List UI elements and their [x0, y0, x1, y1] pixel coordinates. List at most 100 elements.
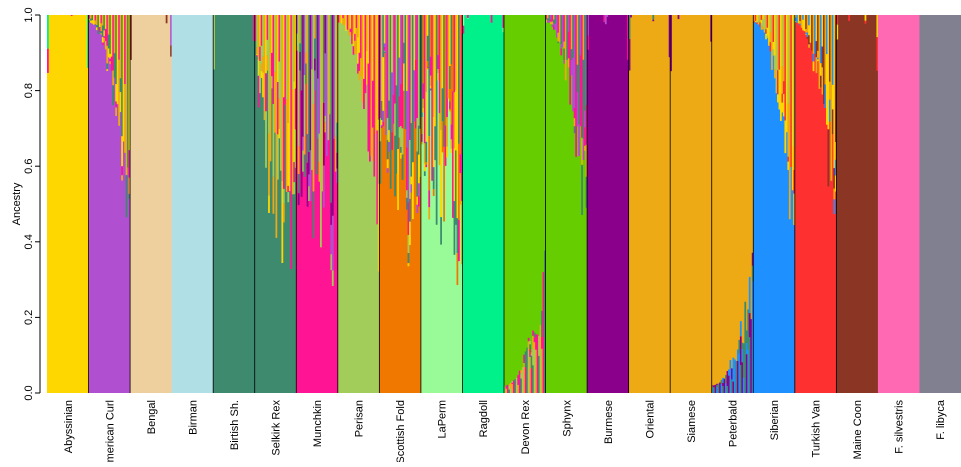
admixture-strip [628, 15, 631, 40]
admixture-strip [455, 15, 457, 91]
admixture-strip [817, 57, 819, 60]
admixture-strip [367, 63, 370, 152]
population-group-munchkin [296, 15, 339, 393]
admixture-strip [824, 15, 827, 85]
admixture-strip [417, 125, 420, 155]
admixture-strip [560, 44, 563, 49]
ancestry-block [213, 15, 256, 393]
admixture-strip [782, 81, 785, 95]
admixture-strip [256, 15, 258, 48]
admixture-strip [466, 18, 469, 19]
admixture-strip [584, 145, 586, 151]
admixture-strip [466, 15, 469, 19]
admixture-strip [775, 15, 778, 94]
admixture-strip [339, 15, 342, 23]
admixture-strip [578, 124, 580, 156]
admixture-strip [426, 67, 429, 70]
admixture-strip [719, 382, 721, 393]
admixture-strip [327, 15, 330, 141]
admixture-strip [374, 15, 377, 135]
population-group-american-curl [88, 15, 131, 393]
admixture-strip [799, 21, 802, 24]
admixture-strip [760, 19, 763, 24]
admixture-strip [379, 118, 382, 142]
admixture-strip [757, 23, 760, 25]
ancestry-bars [47, 15, 961, 393]
admixture-strip [377, 119, 380, 185]
admixture-strip [112, 15, 115, 71]
admixture-strip [382, 15, 385, 58]
admixture-strip [508, 384, 511, 386]
admixture-strip [93, 15, 95, 25]
admixture-strip [515, 377, 518, 393]
admixture-strip [420, 133, 423, 142]
admixture-strip [88, 15, 91, 19]
admixture-strip [121, 166, 123, 176]
admixture-strip [260, 15, 263, 46]
admixture-strip [47, 15, 49, 49]
admixture-strip [324, 15, 327, 54]
admixture-strip [425, 92, 428, 142]
admixture-strip [358, 52, 361, 71]
admixture-strip [103, 15, 106, 31]
admixture-strip [514, 379, 517, 393]
admixture-strip [511, 382, 514, 384]
admixture-strip [432, 167, 435, 190]
admixture-strip [287, 123, 290, 186]
admixture-strip [828, 15, 831, 82]
population-group-burmese [587, 15, 630, 393]
admixture-strip [790, 15, 793, 168]
admixture-strip [444, 15, 447, 126]
admixture-strip [406, 15, 408, 92]
admixture-strip [165, 15, 168, 24]
admixture-strip [403, 42, 405, 64]
admixture-strip [420, 117, 423, 134]
population-group-turkish-van [794, 15, 837, 393]
admixture-strip [386, 140, 389, 160]
admixture-strip [760, 15, 763, 20]
admixture-strip [794, 17, 797, 22]
admixture-strip [262, 15, 264, 57]
admixture-strip [726, 371, 729, 387]
admixture-strip [379, 15, 382, 119]
admixture-strip [406, 91, 408, 148]
admixture-strip [741, 348, 744, 363]
admixture-strip [296, 45, 299, 51]
admixture-strip [538, 335, 540, 356]
admixture-strip [524, 367, 527, 393]
admixture-strip [100, 31, 103, 34]
admixture-strip [455, 150, 457, 225]
admixture-strip [330, 224, 333, 255]
admixture-strip [573, 15, 576, 109]
admixture-strip [265, 15, 267, 74]
admixture-strip [262, 56, 264, 73]
admixture-strip [449, 109, 451, 112]
admixture-strip [281, 15, 284, 181]
admixture-strip [802, 19, 805, 31]
admixture-strip [321, 15, 324, 192]
admixture-strip [550, 19, 552, 22]
admixture-strip [805, 15, 807, 30]
admixture-strip [806, 15, 809, 33]
admixture-strip [716, 383, 718, 386]
admixture-strip [811, 15, 813, 51]
admixture-strip [563, 60, 566, 64]
admixture-strip [432, 116, 435, 168]
x-tick-label: Siberian [769, 400, 781, 440]
admixture-strip [297, 174, 300, 194]
x-axis: Abyssinian American Curl Bengal Birman Birti… [63, 399, 947, 467]
admixture-strip [459, 172, 462, 205]
admixture-strip [736, 360, 739, 393]
admixture-strip [572, 57, 575, 112]
admixture-strip [518, 370, 521, 393]
admixture-strip [305, 52, 307, 64]
admixture-strip [127, 15, 129, 168]
admixture-strip [754, 20, 757, 23]
admixture-strip [287, 192, 290, 203]
admixture-strip [711, 387, 714, 393]
admixture-strip [533, 349, 536, 393]
admixture-strip [395, 85, 398, 174]
admixture-strip [352, 15, 355, 34]
admixture-strip [260, 45, 263, 64]
admixture-strip [573, 118, 576, 127]
